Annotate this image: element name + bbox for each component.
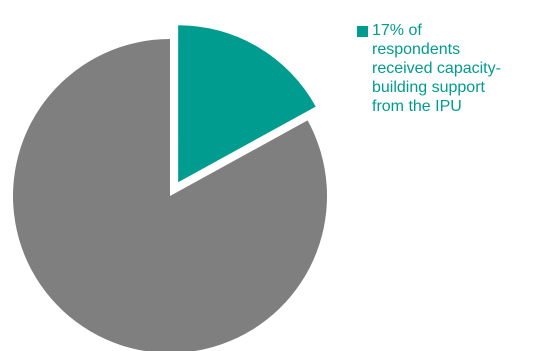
pie-slice-remainder — [13, 39, 327, 351]
legend-label: 17% of respondents received capacity-bui… — [372, 22, 501, 115]
legend-swatch — [357, 26, 368, 37]
pie-slice-highlighted — [178, 25, 316, 183]
legend: 17% of respondents received capacity-bui… — [357, 21, 532, 116]
